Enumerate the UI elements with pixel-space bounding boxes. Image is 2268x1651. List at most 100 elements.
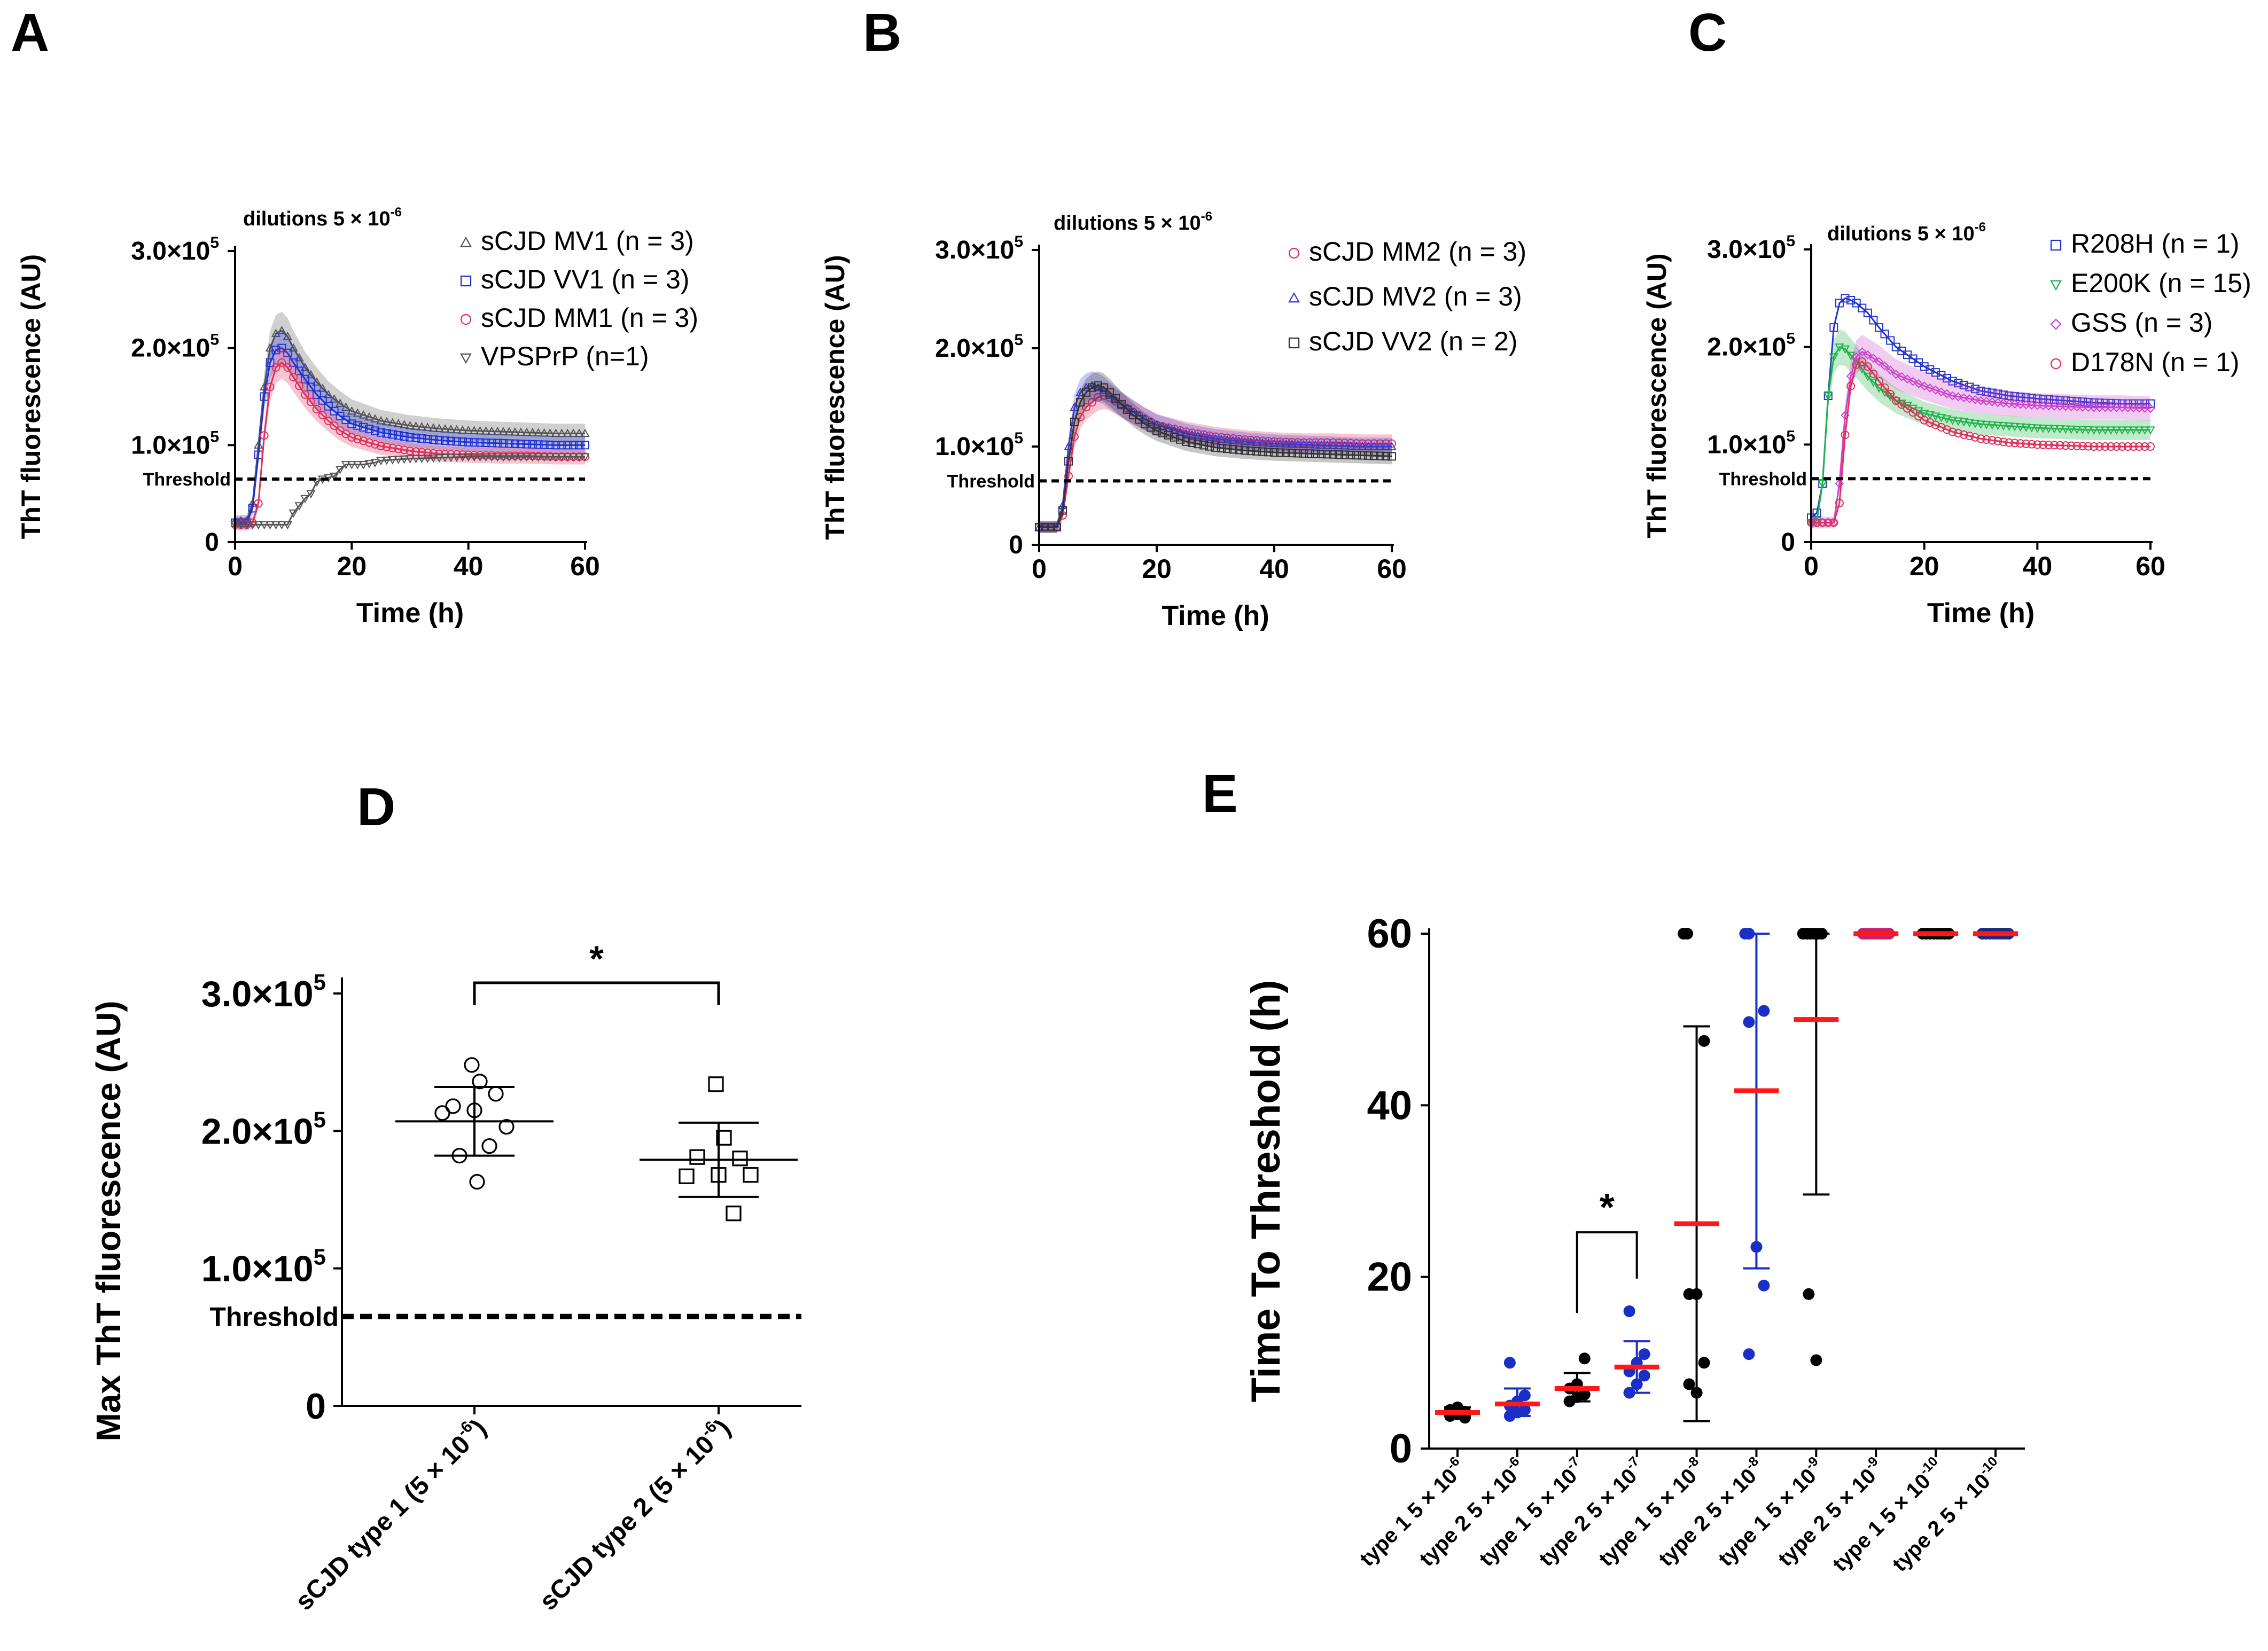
panel-c-point-1-25 (1947, 417, 1958, 425)
panel-a-point-1-40 (464, 437, 473, 447)
panel-a-point-3-31 (411, 455, 421, 464)
panel-c-point-3-26 (1954, 429, 1963, 438)
panel-a-point-2-14 (312, 405, 321, 414)
panel-d-significance-star: * (589, 938, 604, 979)
panel-c-point-0-51 (2095, 398, 2104, 408)
panel-a-series-1 (231, 330, 589, 529)
panel-a-point-3-23 (364, 460, 374, 468)
panel-e: 0 20 40 60 Time To Threshold (h) type 1 5 × 1… (1243, 911, 2025, 1576)
panel-letter-e: E (1202, 764, 1238, 824)
panel-c-point-0-26 (1954, 379, 1963, 388)
panel-a-annotation-exp: -6 (391, 205, 402, 220)
panel-b-y-tick-label-1-exp: 5 (1014, 429, 1023, 447)
panel-c-point-0-11 (1869, 316, 1878, 325)
panel-a-point-1-21 (353, 421, 362, 430)
panel-b-point-2-51 (1335, 450, 1343, 459)
panel-b-point-2-52 (1340, 450, 1349, 459)
panel-a-point-3-40 (463, 453, 473, 462)
panel-letter-b: B (863, 3, 901, 62)
panel-c-point-0-7 (1846, 295, 1856, 304)
panel-a-threshold-label: Threshold (143, 470, 231, 490)
panel-c-ylabel: ThT fluorescence (AU) (1642, 253, 1672, 538)
panel-b-point-0-40 (1270, 437, 1279, 446)
panel-a-point-1-46 (499, 439, 508, 448)
panel-c-x-tick-label-0: 0 (1804, 551, 1819, 581)
panel-b-point-2-42 (1282, 448, 1290, 457)
panel-a-point-3-55 (551, 453, 561, 462)
panel-c-point-3-53 (2106, 442, 2115, 451)
panel-a-point-1-24 (371, 426, 379, 435)
panel-a-point-1-51 (528, 440, 537, 449)
panel-c-point-3-56 (2123, 442, 2132, 451)
panel-c-point-1-55 (2117, 426, 2127, 435)
panel-a-legend-marker-3 (460, 353, 472, 364)
panel-c-point-2-57 (2129, 403, 2138, 413)
panel-e-point-2-2 (1578, 1388, 1591, 1400)
panel-b-point-1-49 (1322, 440, 1332, 449)
panel-a-point-1-28 (394, 431, 403, 440)
panel-a-y-tick-label-3: 3.0×105 (131, 234, 219, 265)
panel-b-point-2-55 (1358, 451, 1367, 460)
panel-b-point-2-7 (1076, 398, 1085, 407)
panel-e-point-4-1 (1681, 928, 1694, 940)
panel-c-point-3-18 (1908, 408, 1918, 417)
panel-a-annotation-main: dilutions 5 × 10 (243, 208, 391, 230)
panel-c-point-2-19 (1914, 379, 1923, 388)
panel-b-point-0-8 (1082, 403, 1090, 412)
panel-c-point-1-26 (1953, 417, 1963, 426)
panel-d-x-tick-label-0-main: sCJD type 1 (5 × 10 (290, 1430, 476, 1616)
panel-a-point-0-9 (283, 331, 292, 340)
panel-a-point-1-39 (458, 437, 467, 447)
panel-c-point-3-40 (2033, 440, 2042, 449)
panel-a-point-0-35 (434, 424, 444, 433)
panel-c-point-0-23 (1937, 371, 1946, 380)
panel-c-point-3-41 (2038, 440, 2047, 449)
panel-c-y-tick-label-3: 3.0×105 (1707, 232, 1795, 264)
panel-b-point-2-60 (1388, 452, 1396, 461)
panel-a-point-0-21 (353, 408, 362, 417)
panel-a-point-0-45 (493, 426, 502, 435)
panel-b-legend-label-0: sCJD MM2 (n = 3) (1309, 237, 1526, 267)
panel-c-point-3-30 (1976, 434, 1985, 443)
panel-c-point-0-46 (2067, 396, 2076, 405)
panel-d-x-tick-label-1: sCJD type 2 (5 × 10-6) (532, 1412, 736, 1616)
panel-letter-c: C (1688, 3, 1727, 62)
panel-c-point-0-25 (1948, 377, 1957, 386)
panel-b-point-2-29 (1205, 442, 1214, 451)
panel-c-point-2-42 (2044, 401, 2053, 411)
panel-b-point-2-45 (1299, 449, 1308, 458)
panel-c-point-1-57 (2129, 426, 2138, 435)
panel-c-legend-label-3: D178N (n = 1) (2071, 347, 2239, 377)
panel-b-point-1-51 (1334, 441, 1344, 450)
panel-b-point-2-1 (1041, 522, 1049, 531)
panel-c-point-1-27 (1959, 418, 1969, 427)
panel-a-point-0-44 (487, 426, 497, 435)
panel-a-point-1-11 (295, 366, 304, 375)
panel-a-legend-marker-1 (460, 275, 472, 287)
panel-a-point-1-60 (581, 441, 589, 450)
panel-c-point-3-31 (1982, 435, 1991, 444)
panel-c-legend-label-0: R208H (n = 1) (2071, 229, 2239, 259)
panel-a-point-3-49 (516, 453, 526, 462)
panel-a-point-1-9 (283, 348, 292, 357)
panel-a-point-3-35 (434, 454, 444, 463)
panel-c-point-0-9 (1858, 303, 1867, 312)
panel-b-point-2-37 (1252, 447, 1261, 456)
panel-a-y-tick-label-1-main: 1.0×10 (131, 431, 210, 459)
panel-e-point-3-2 (1638, 1370, 1650, 1382)
panel-a-point-1-43 (481, 438, 490, 447)
panel-c-point-1-2 (1818, 480, 1827, 489)
panel-a-point-1-27 (388, 430, 397, 439)
panel-c-point-0-33 (1993, 389, 2002, 398)
panel-b-point-1-28 (1199, 432, 1209, 441)
panel-b-x-tick-label-2: 40 (1259, 554, 1289, 584)
panel-c-point-3-3 (1823, 518, 1833, 527)
panel-c-legend-label-2: GSS (n = 3) (2071, 308, 2212, 338)
panel-c-point-2-45 (2061, 402, 2070, 411)
panel-e-point-5-2 (1758, 1005, 1770, 1017)
panel-e-point-4-2 (1698, 1035, 1710, 1047)
panel-c-point-3-12 (1875, 377, 1883, 386)
panel-a-point-2-8 (277, 358, 286, 367)
panel-c-point-1-10 (1863, 372, 1873, 381)
